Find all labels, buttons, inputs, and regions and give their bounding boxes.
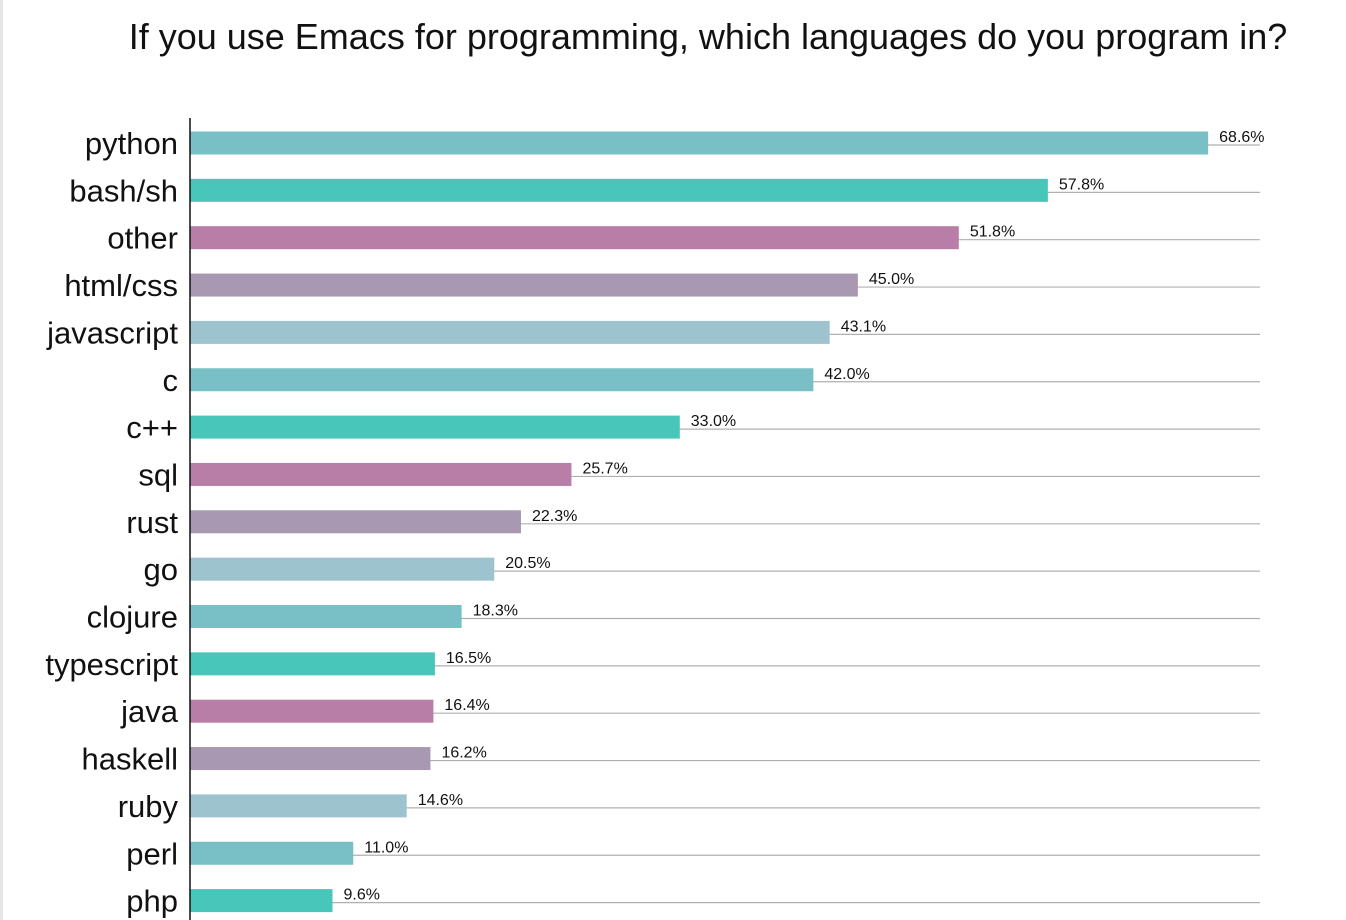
category-label: python — [85, 126, 178, 161]
value-label: 43.1% — [841, 318, 886, 335]
value-label: 51.8% — [970, 224, 1015, 241]
category-label: bash/sh — [69, 173, 178, 208]
bar-sql — [190, 462, 572, 486]
bar-bash-sh — [190, 178, 1048, 202]
bar-python — [190, 131, 1209, 155]
bar-java — [190, 699, 434, 723]
category-label: other — [107, 221, 178, 256]
value-label: 11.0% — [364, 839, 408, 856]
bar-c — [190, 368, 814, 392]
value-label: 16.4% — [444, 697, 489, 714]
bar-perl — [190, 841, 354, 865]
value-label: 33.0% — [691, 413, 736, 430]
value-label: 9.6% — [343, 887, 379, 904]
bar-clojure — [190, 605, 462, 628]
value-label: 14.6% — [418, 792, 463, 809]
category-label: perl — [126, 836, 178, 871]
bar-html-css — [190, 273, 858, 297]
bar-rust — [190, 510, 521, 534]
category-label: php — [126, 884, 178, 919]
value-label: 16.2% — [441, 745, 486, 762]
bar-haskell — [190, 747, 431, 771]
category-label: go — [144, 552, 178, 587]
bar-ruby — [190, 794, 407, 818]
bar-typescript — [190, 652, 435, 676]
category-label: html/css — [64, 268, 178, 303]
category-label: clojure — [87, 600, 178, 635]
value-label: 25.7% — [582, 460, 627, 477]
value-label: 68.6% — [1219, 129, 1264, 146]
category-label: c — [163, 363, 179, 398]
category-label: rust — [126, 505, 178, 540]
bar-javascript — [190, 320, 830, 344]
category-label: java — [120, 694, 179, 729]
value-label: 20.5% — [505, 555, 550, 572]
frame-edge — [0, 0, 3, 920]
value-label: 57.8% — [1059, 176, 1104, 193]
value-label: 45.0% — [869, 271, 914, 288]
value-label: 42.0% — [824, 366, 869, 383]
category-label: typescript — [45, 647, 178, 682]
bar-go — [190, 557, 495, 581]
category-label: ruby — [118, 789, 179, 824]
category-label: sql — [138, 457, 178, 492]
value-label: 16.5% — [446, 650, 491, 667]
category-label: javascript — [46, 315, 178, 350]
value-labels: 68.6% 57.8% 51.8% 45.0% 43.1% 42.0% 33.0% 25.7%… — [343, 129, 1264, 904]
category-labels: python bash/sh other html/css javascript c c++… — [45, 126, 178, 919]
bar-php — [190, 889, 333, 913]
category-label: haskell — [82, 742, 179, 777]
value-label: 22.3% — [532, 508, 577, 525]
category-label: c++ — [126, 410, 178, 445]
bar-other — [190, 226, 959, 250]
chart-title: If you use Emacs for programming, which … — [128, 16, 1288, 57]
bar-c- — [190, 415, 680, 439]
value-label: 18.3% — [473, 603, 518, 620]
bars — [190, 131, 1209, 913]
